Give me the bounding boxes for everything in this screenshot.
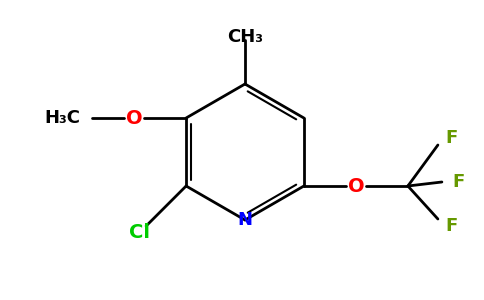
Text: F: F	[452, 173, 464, 191]
Text: CH₃: CH₃	[227, 28, 263, 46]
Text: N: N	[238, 211, 253, 229]
Text: F: F	[445, 217, 457, 235]
Text: O: O	[126, 109, 142, 128]
Text: F: F	[445, 129, 457, 147]
Text: H₃C: H₃C	[44, 109, 80, 127]
Text: Cl: Cl	[129, 224, 150, 242]
Text: O: O	[348, 176, 364, 196]
